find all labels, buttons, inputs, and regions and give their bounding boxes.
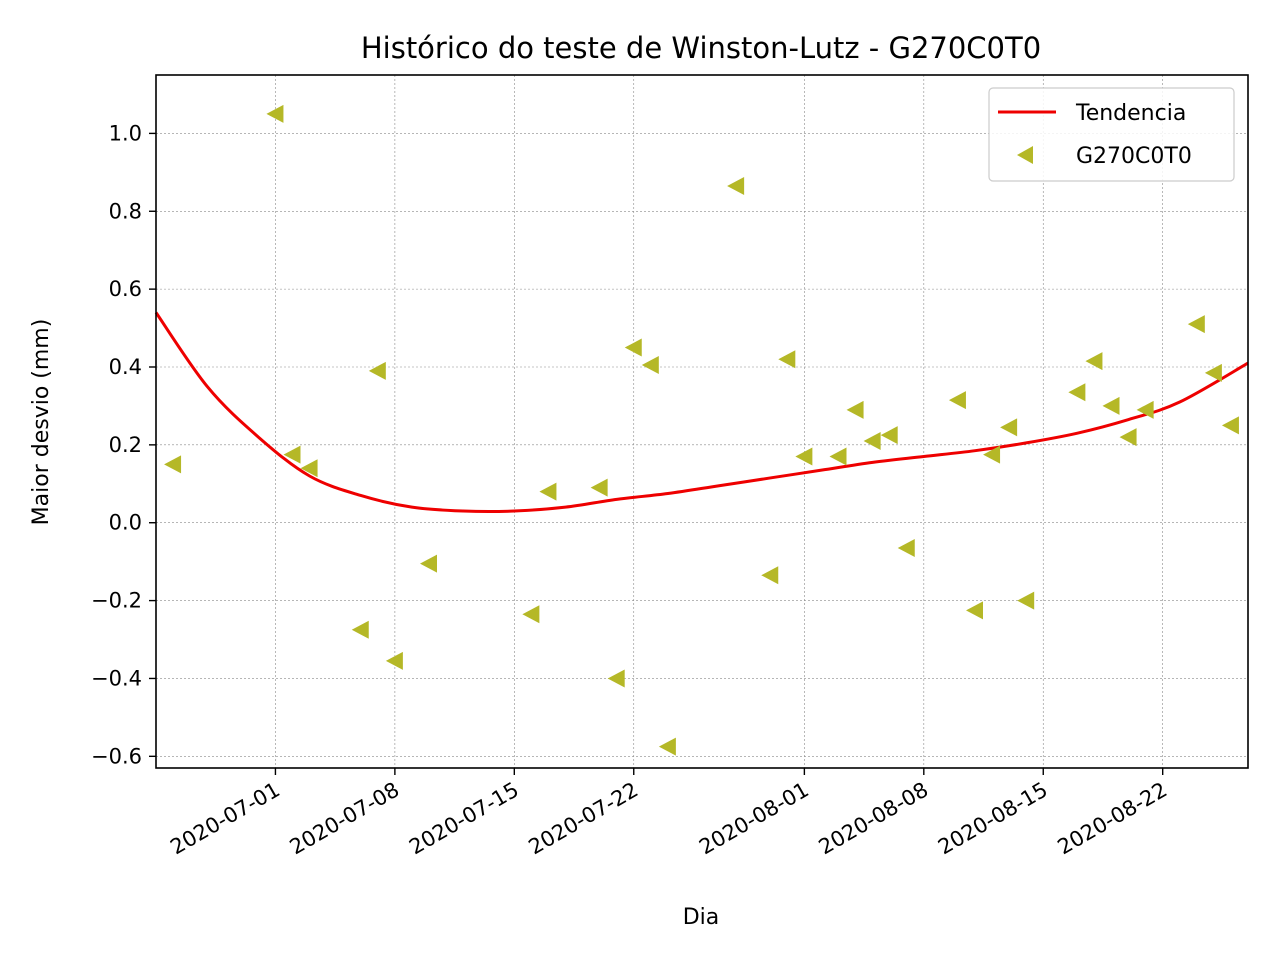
scatter-point <box>829 447 847 466</box>
scatter-point <box>385 651 403 670</box>
scatter-point <box>641 356 659 375</box>
scatter-point <box>1017 591 1035 610</box>
y-axis-label: Maior desvio (mm) <box>29 319 54 526</box>
scatter-point <box>727 176 745 195</box>
grid <box>156 75 1248 768</box>
scatter-point <box>1221 416 1239 435</box>
y-tick-label: 0.2 <box>109 433 142 457</box>
scatter-point <box>1000 418 1018 437</box>
scatter-point <box>778 350 796 369</box>
y-tick-label: −0.4 <box>91 666 142 690</box>
scatter-point <box>863 431 881 450</box>
scatter-point <box>658 737 676 756</box>
scatter-point <box>966 601 983 620</box>
trend-line <box>154 311 1249 514</box>
scatter-point <box>795 447 813 466</box>
scatter-point <box>1085 352 1103 371</box>
scatter-point <box>761 566 779 585</box>
scatter-point <box>846 400 864 419</box>
x-axis-label: Dia <box>683 905 720 930</box>
plot-frame <box>155 74 1249 769</box>
y-tick-label: 0.6 <box>109 277 142 301</box>
scatter-point <box>1102 396 1120 415</box>
scatter-point <box>1187 315 1205 334</box>
y-axis: −0.6 −0.4 −0.2 0.0 0.2 0.4 0.6 0.8 1.0 <box>91 121 156 768</box>
y-tick-label: 0.4 <box>109 355 142 379</box>
scatter-point <box>1136 400 1154 419</box>
trend-layer <box>154 311 1249 514</box>
y-tick-label: 0.8 <box>109 199 142 223</box>
legend-label-scatter: G270C0T0 <box>1076 144 1192 169</box>
scatter-point <box>948 391 966 410</box>
y-tick-label: 0.0 <box>109 511 142 535</box>
y-tick-label: −0.6 <box>91 744 142 768</box>
scatter-point <box>880 426 898 445</box>
chart-title: Histórico do teste de Winston-Lutz - G27… <box>361 31 1041 65</box>
legend: Tendencia G270C0T0 <box>988 87 1235 182</box>
scatter-point <box>164 455 182 474</box>
scatter-point <box>590 478 608 497</box>
scatter-point <box>1119 428 1137 447</box>
legend-marker-swatch <box>1017 146 1033 164</box>
legend-label-trend: Tendencia <box>1075 101 1186 126</box>
scatter-point <box>539 482 557 501</box>
scatter-point <box>1204 363 1222 382</box>
scatter-layer <box>164 104 1239 756</box>
scatter-point <box>607 669 625 688</box>
scatter-point <box>283 445 301 464</box>
y-tick-label: 1.0 <box>109 121 142 145</box>
scatter-point <box>897 539 915 558</box>
scatter-point <box>351 620 369 639</box>
scatter-point <box>1068 383 1086 402</box>
scatter-point <box>983 445 1001 464</box>
y-tick-label: −0.2 <box>91 589 142 613</box>
scatter-point <box>368 361 386 380</box>
scatter-point <box>624 338 642 357</box>
scatter-point <box>266 104 284 123</box>
scatter-point <box>300 459 318 478</box>
scatter-point <box>522 605 540 624</box>
scatter-point <box>420 554 437 573</box>
